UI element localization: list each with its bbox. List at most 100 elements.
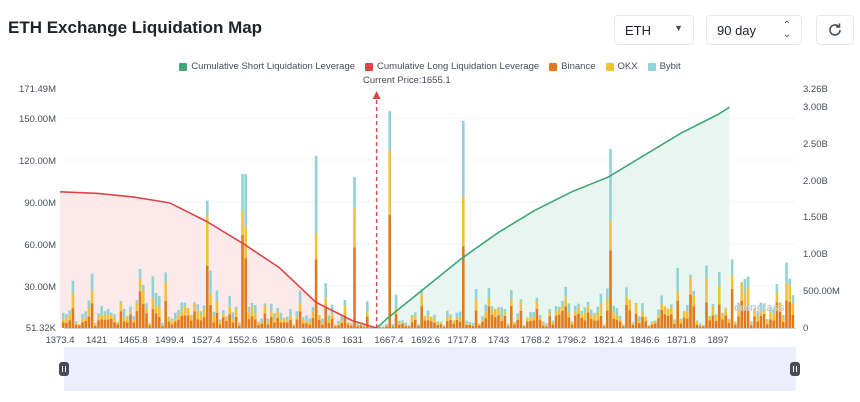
bar-binance: [679, 323, 683, 328]
bar-bybit: [110, 312, 113, 315]
bar-binance: [346, 324, 350, 328]
bar-binance: [650, 324, 654, 328]
bar-okx: [711, 305, 715, 316]
x-tick-label: 1846.6: [630, 335, 660, 346]
legend-item-bybit[interactable]: Bybit: [647, 61, 681, 72]
bar-bybit: [366, 301, 369, 313]
bar-binance: [442, 326, 446, 328]
bar-okx: [442, 325, 446, 327]
bar-okx: [474, 299, 478, 311]
bar-bybit: [471, 323, 475, 326]
bar-okx: [388, 150, 391, 215]
bar-bybit: [772, 308, 775, 314]
legend-item-long[interactable]: Cumulative Long Liquidation Leverage: [365, 61, 539, 72]
y-right-tick: 3.26B: [803, 84, 828, 95]
bar-okx: [247, 312, 251, 320]
bar-binance: [708, 320, 711, 328]
bar-okx: [638, 321, 641, 324]
slider-handle-right[interactable]: [790, 362, 800, 376]
legend-item-binance[interactable]: Binance: [549, 61, 596, 72]
bar-bybit: [417, 324, 420, 326]
bar-okx: [650, 322, 654, 325]
bar-okx: [506, 324, 510, 327]
y-left-tick: 120.00M: [19, 156, 56, 167]
bar-binance: [234, 316, 238, 328]
bar-okx: [628, 299, 631, 311]
bar-bybit: [609, 148, 612, 222]
bar-okx: [423, 316, 427, 321]
bar-binance: [500, 320, 503, 328]
bar-bybit: [231, 312, 235, 320]
bar-okx: [708, 317, 711, 321]
bar-binance: [462, 246, 465, 328]
bar-binance: [241, 234, 244, 328]
bar-okx: [119, 302, 123, 312]
bar-bybit: [212, 311, 215, 316]
updown-chevron-icon: ⌃ ⌄: [782, 20, 791, 40]
bar-okx: [340, 320, 343, 323]
bar-okx: [503, 311, 507, 316]
slider-handle-left[interactable]: [59, 362, 69, 376]
bar-binance: [510, 305, 513, 328]
coin-select-value: ETH: [625, 23, 651, 38]
bar-binance: [586, 312, 590, 328]
bar-bybit: [708, 315, 711, 318]
bar-okx: [727, 319, 731, 323]
legend-swatch: [647, 62, 656, 71]
y-right-tick: 500.00M: [803, 286, 840, 297]
x-tick-label: 1871.8: [666, 335, 696, 346]
bar-bybit: [311, 306, 315, 312]
bar-binance: [337, 325, 340, 328]
bar-bybit: [423, 315, 427, 317]
bar-bybit: [743, 278, 747, 294]
bar-binance: [721, 319, 724, 328]
bar-okx: [762, 309, 766, 314]
bar-bybit: [295, 311, 299, 317]
bar-binance: [426, 320, 430, 328]
bar-okx: [714, 315, 718, 321]
bar-binance: [215, 312, 219, 328]
range-slider[interactable]: [64, 347, 796, 391]
bar-okx: [327, 319, 331, 324]
y-left-tick: 51.32K: [25, 323, 56, 334]
bar-bybit: [714, 314, 718, 316]
bar-bybit: [625, 287, 628, 297]
bar-binance: [103, 320, 107, 328]
bar-okx: [359, 324, 363, 326]
bar-bybit: [170, 318, 174, 321]
bar-okx: [148, 323, 151, 326]
bar-bybit: [87, 300, 91, 309]
bar-binance: [612, 318, 615, 328]
bar-bybit: [126, 316, 129, 319]
bar-binance: [113, 322, 116, 328]
bar-binance: [692, 306, 695, 328]
bar-binance: [791, 314, 795, 328]
bar-bybit: [74, 321, 78, 324]
bar-bybit: [647, 325, 651, 326]
bar-binance: [84, 320, 87, 328]
chart-legend: Cumulative Short Liquidation Leverage Cu…: [0, 61, 860, 72]
bar-binance: [526, 321, 529, 328]
watermark: coinglass: [734, 302, 785, 314]
bar-okx: [330, 313, 334, 319]
bar-binance: [362, 326, 366, 328]
bar-bybit: [234, 306, 238, 309]
x-tick-label: 1631: [341, 335, 363, 346]
bar-bybit: [164, 272, 167, 283]
bar-okx: [657, 315, 660, 319]
legend-item-okx[interactable]: OKX: [605, 61, 638, 72]
bar-bybit: [570, 321, 574, 323]
bar-okx: [426, 315, 430, 321]
coin-select[interactable]: ETH ▼: [614, 15, 694, 45]
range-select[interactable]: 90 day ⌃ ⌄: [706, 15, 802, 45]
legend-item-short[interactable]: Cumulative Short Liquidation Leverage: [179, 61, 355, 72]
bar-bybit: [542, 321, 545, 324]
bar-bybit: [615, 308, 619, 316]
bar-okx: [689, 277, 692, 295]
bar-okx: [122, 316, 126, 322]
bar-bybit: [718, 271, 721, 286]
bar-bybit: [426, 310, 430, 316]
x-tick-label: 1499.4: [155, 335, 185, 346]
bar-bybit: [538, 315, 542, 318]
refresh-button[interactable]: [816, 15, 854, 45]
